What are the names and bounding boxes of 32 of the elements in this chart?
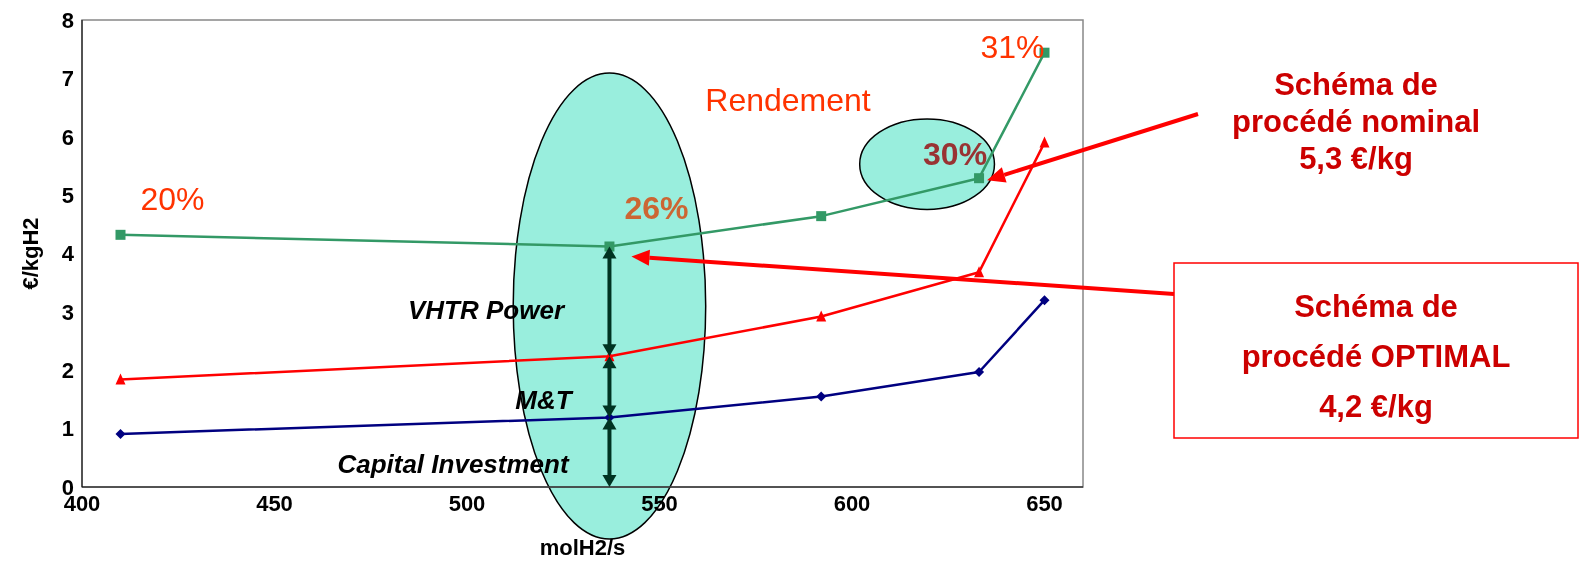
point: [974, 173, 985, 184]
point: [816, 391, 827, 402]
y-tick-label: 7: [61, 66, 74, 92]
y-tick-label: 6: [61, 124, 74, 150]
text: Schéma de procédé nominal 5,3 €/kg: [1231, 66, 1481, 176]
point: [974, 266, 985, 278]
x-tick-label: 600: [833, 490, 871, 516]
point: [1039, 295, 1050, 306]
y-tick-label: 5: [61, 182, 74, 208]
x-tick-label: 450: [256, 490, 293, 516]
point: [115, 373, 126, 385]
y-tick-label: 2: [61, 358, 74, 384]
point: [816, 211, 827, 222]
annotation: 30%: [923, 136, 988, 173]
x-axis-title: molH2/s: [539, 535, 626, 560]
y-tick-label: 1: [61, 416, 74, 442]
annotation: 31%: [980, 28, 1045, 65]
y-tick-label: 4: [61, 241, 75, 267]
y-tick-label: 8: [61, 7, 74, 33]
point: [1039, 136, 1050, 148]
point: [974, 367, 985, 377]
x-tick-label: 650: [1026, 490, 1063, 516]
annotation: Rendement: [705, 82, 871, 118]
annotation: 20%: [140, 180, 205, 217]
point: [115, 428, 126, 439]
y-tick-label: 3: [61, 299, 74, 325]
y-axis-title: €/kgH2: [17, 217, 43, 290]
point: [816, 310, 827, 322]
text: Schéma de procédé OPTIMAL 4,2 €/kg: [1241, 288, 1511, 424]
annotation: 26%: [624, 190, 689, 227]
point: [115, 229, 126, 240]
x-tick-label: 500: [448, 490, 486, 516]
